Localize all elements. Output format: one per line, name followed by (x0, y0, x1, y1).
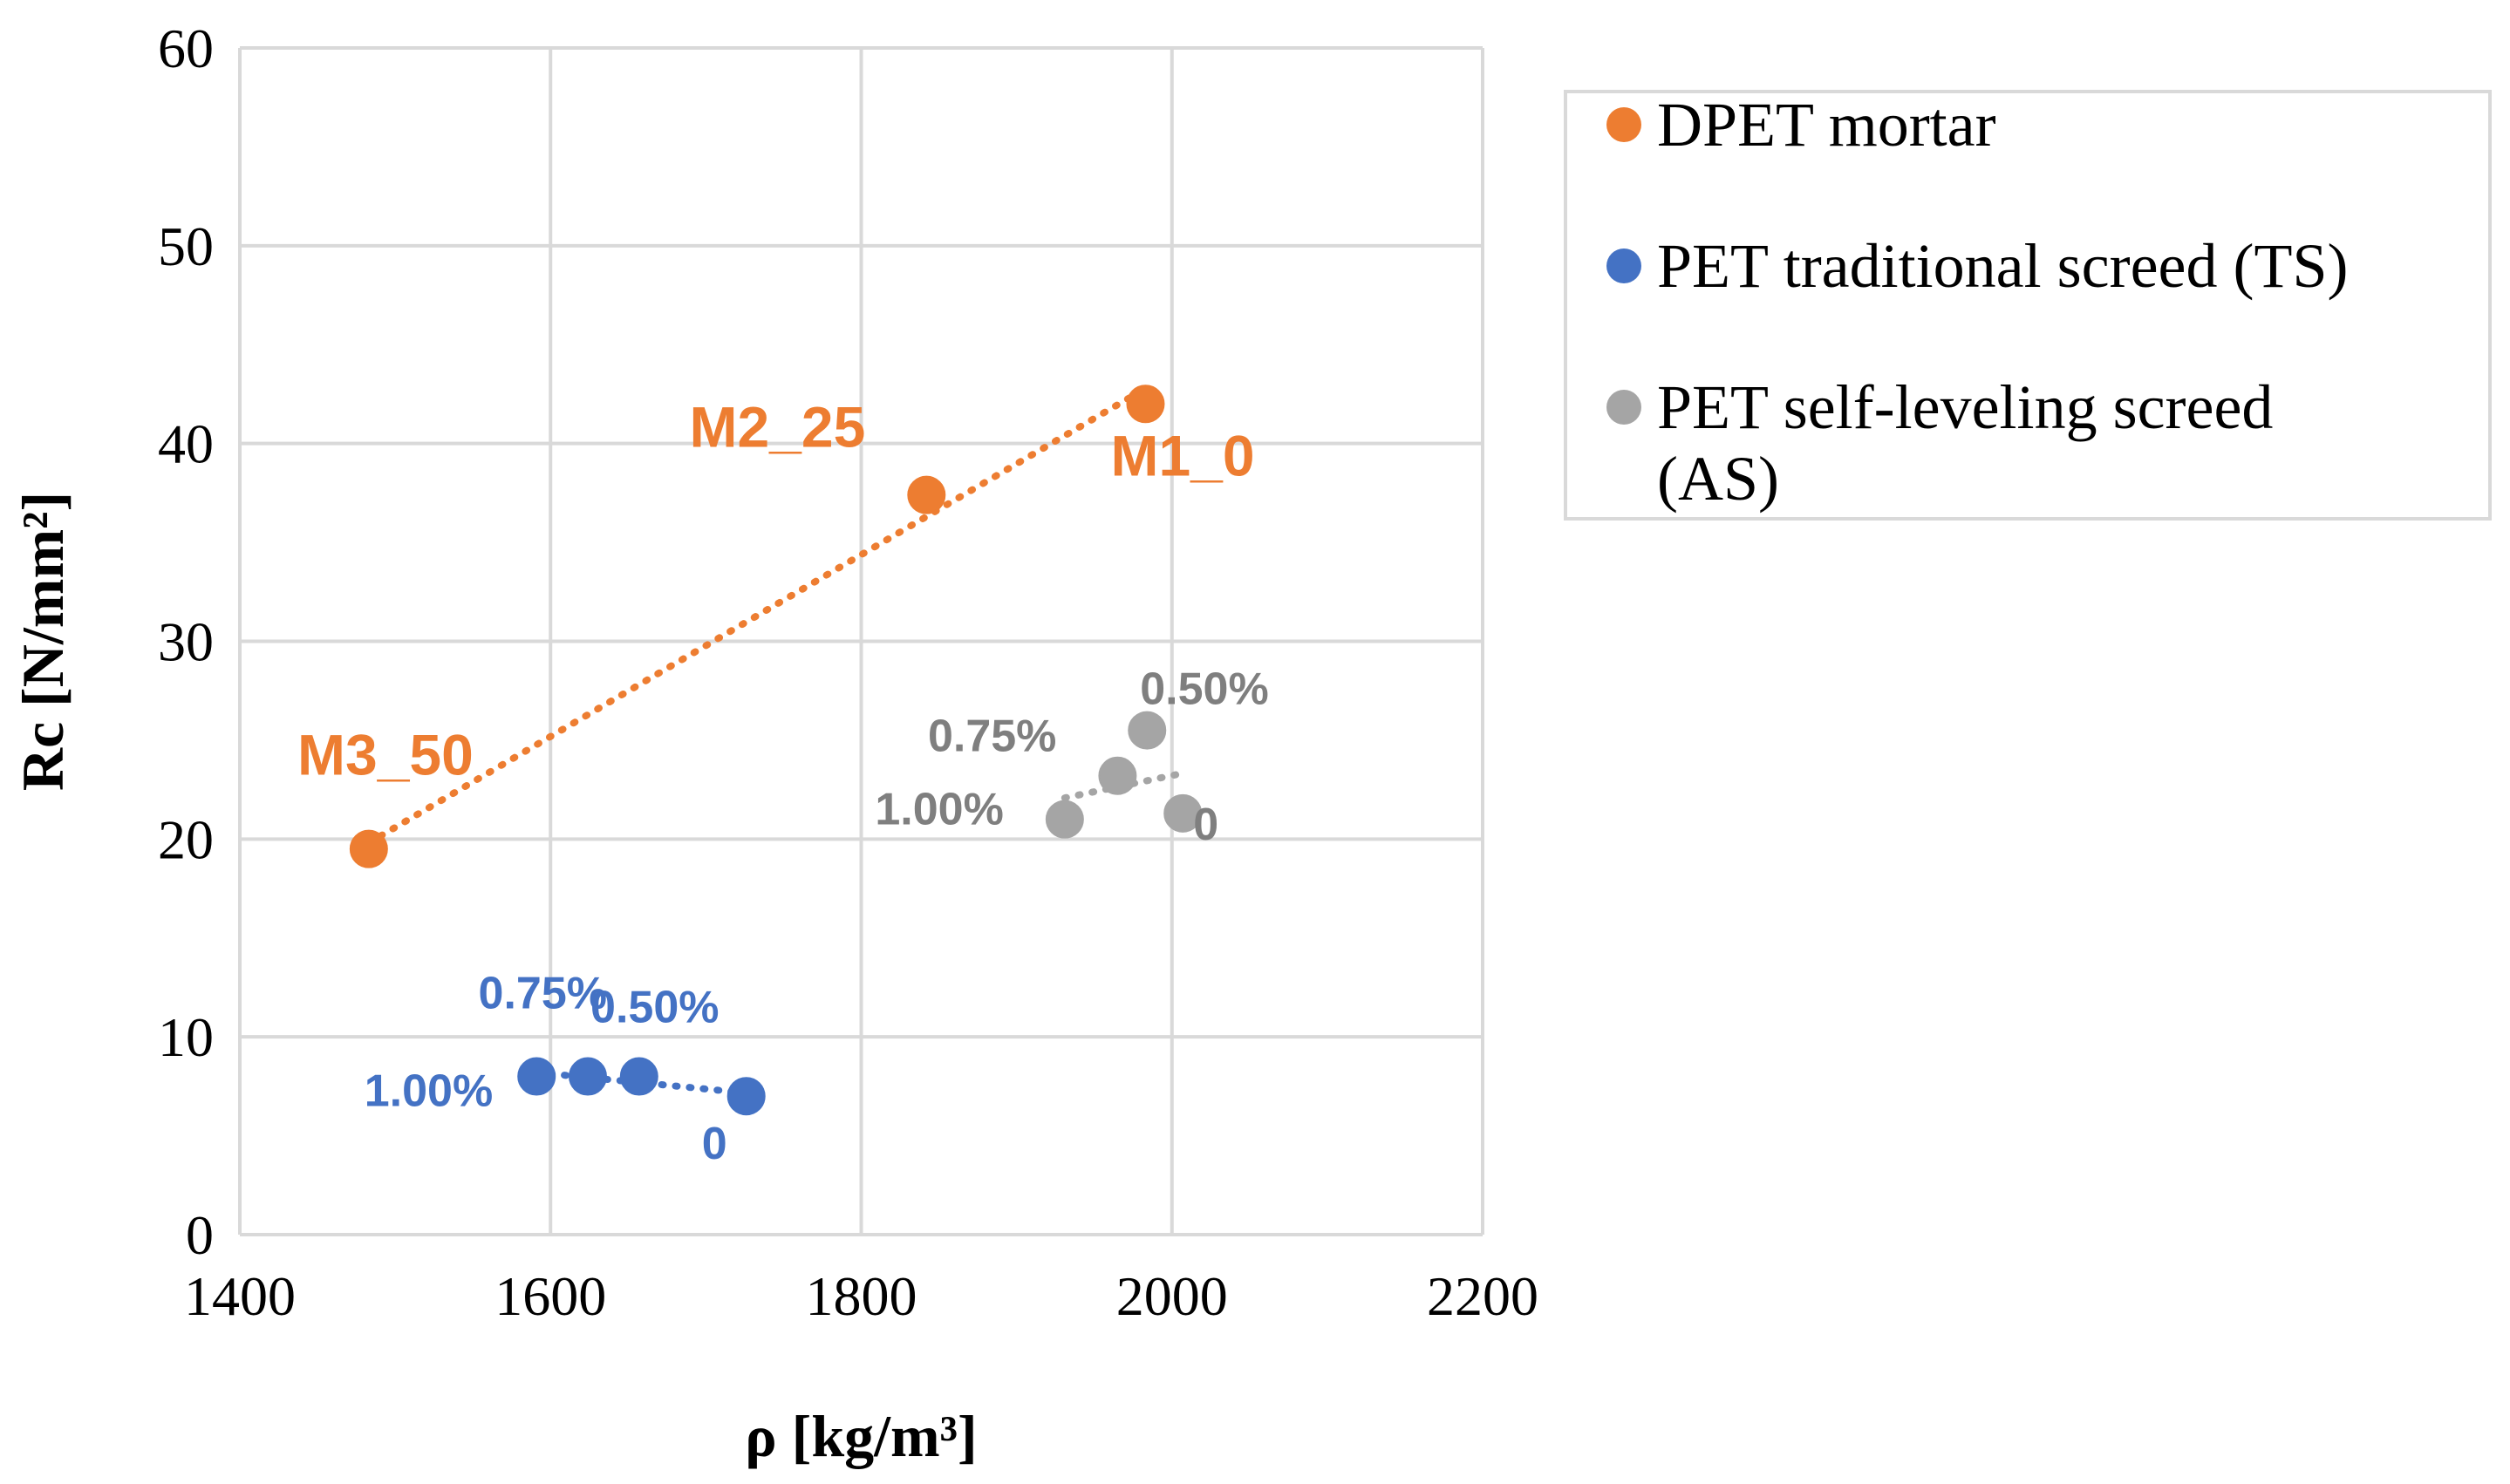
grid-lines (238, 46, 1484, 1236)
x-tick-label: 2000 (1116, 1265, 1228, 1327)
data-label: M3_50 (297, 723, 474, 787)
legend: DPET mortar PET traditional screed (TS) PE… (1564, 90, 2492, 521)
data-point (1126, 385, 1165, 424)
data-label: 0.75% (479, 969, 607, 1019)
data-point (1163, 793, 1203, 833)
data-label: 0 (1193, 800, 1218, 850)
data-points (349, 385, 1203, 1116)
legend-marker (1606, 248, 1641, 283)
data-label: 0 (702, 1119, 727, 1169)
y-tick-label: 0 (186, 1204, 214, 1266)
y-tick-label: 40 (158, 413, 214, 475)
legend-entry-label: DPET mortar (1657, 90, 1996, 160)
data-label: 0.50% (590, 983, 719, 1033)
data-point (1045, 800, 1084, 839)
data-point (1128, 711, 1167, 750)
y-tick-label: 20 (158, 808, 214, 870)
data-label: 1.00% (365, 1066, 493, 1117)
data-label: 0.75% (928, 711, 1056, 762)
legend-marker (1606, 107, 1641, 142)
data-label: 1.00% (875, 785, 1003, 835)
data-point (619, 1057, 658, 1096)
data-point (349, 829, 388, 868)
data-point (907, 475, 946, 514)
x-tick-label: 1400 (184, 1265, 296, 1327)
x-tick-label: 2200 (1427, 1265, 1538, 1327)
trendline-0 (365, 385, 1149, 847)
axes: 1400 1600 1800 2000 2200 0 10 20 30 40 50 60 ρ [kg/m… (10, 17, 1538, 1469)
x-axis-title: ρ [kg/m³] (745, 1403, 977, 1469)
y-tick-label: 50 (158, 215, 214, 277)
x-tick-label: 1600 (494, 1265, 606, 1327)
data-point (726, 1077, 766, 1116)
legend-entry-label: PET self-leveling screed (1657, 372, 2273, 442)
data-point (517, 1057, 556, 1096)
data-point (569, 1057, 607, 1096)
x-tick-label: 1800 (806, 1265, 917, 1327)
y-tick-label: 30 (158, 611, 214, 673)
data-point (1098, 756, 1137, 795)
legend-entry-label: (AS) (1657, 444, 1779, 514)
legend-marker (1606, 390, 1641, 425)
point-labels: M1_0M2_25M3_5000.50%0.75%1.00%00.50%0.75… (297, 395, 1269, 1170)
y-tick-label: 60 (158, 17, 214, 79)
data-label: M2_25 (690, 395, 866, 459)
legend-box (1564, 90, 2492, 521)
legend-entry-label: PET traditional screed (TS) (1657, 231, 2348, 301)
y-axis-title: Rc [N/mm²] (10, 492, 76, 791)
data-label: 0.50% (1140, 664, 1268, 715)
data-label: M1_0 (1110, 423, 1254, 487)
y-tick-label: 10 (158, 1006, 214, 1068)
